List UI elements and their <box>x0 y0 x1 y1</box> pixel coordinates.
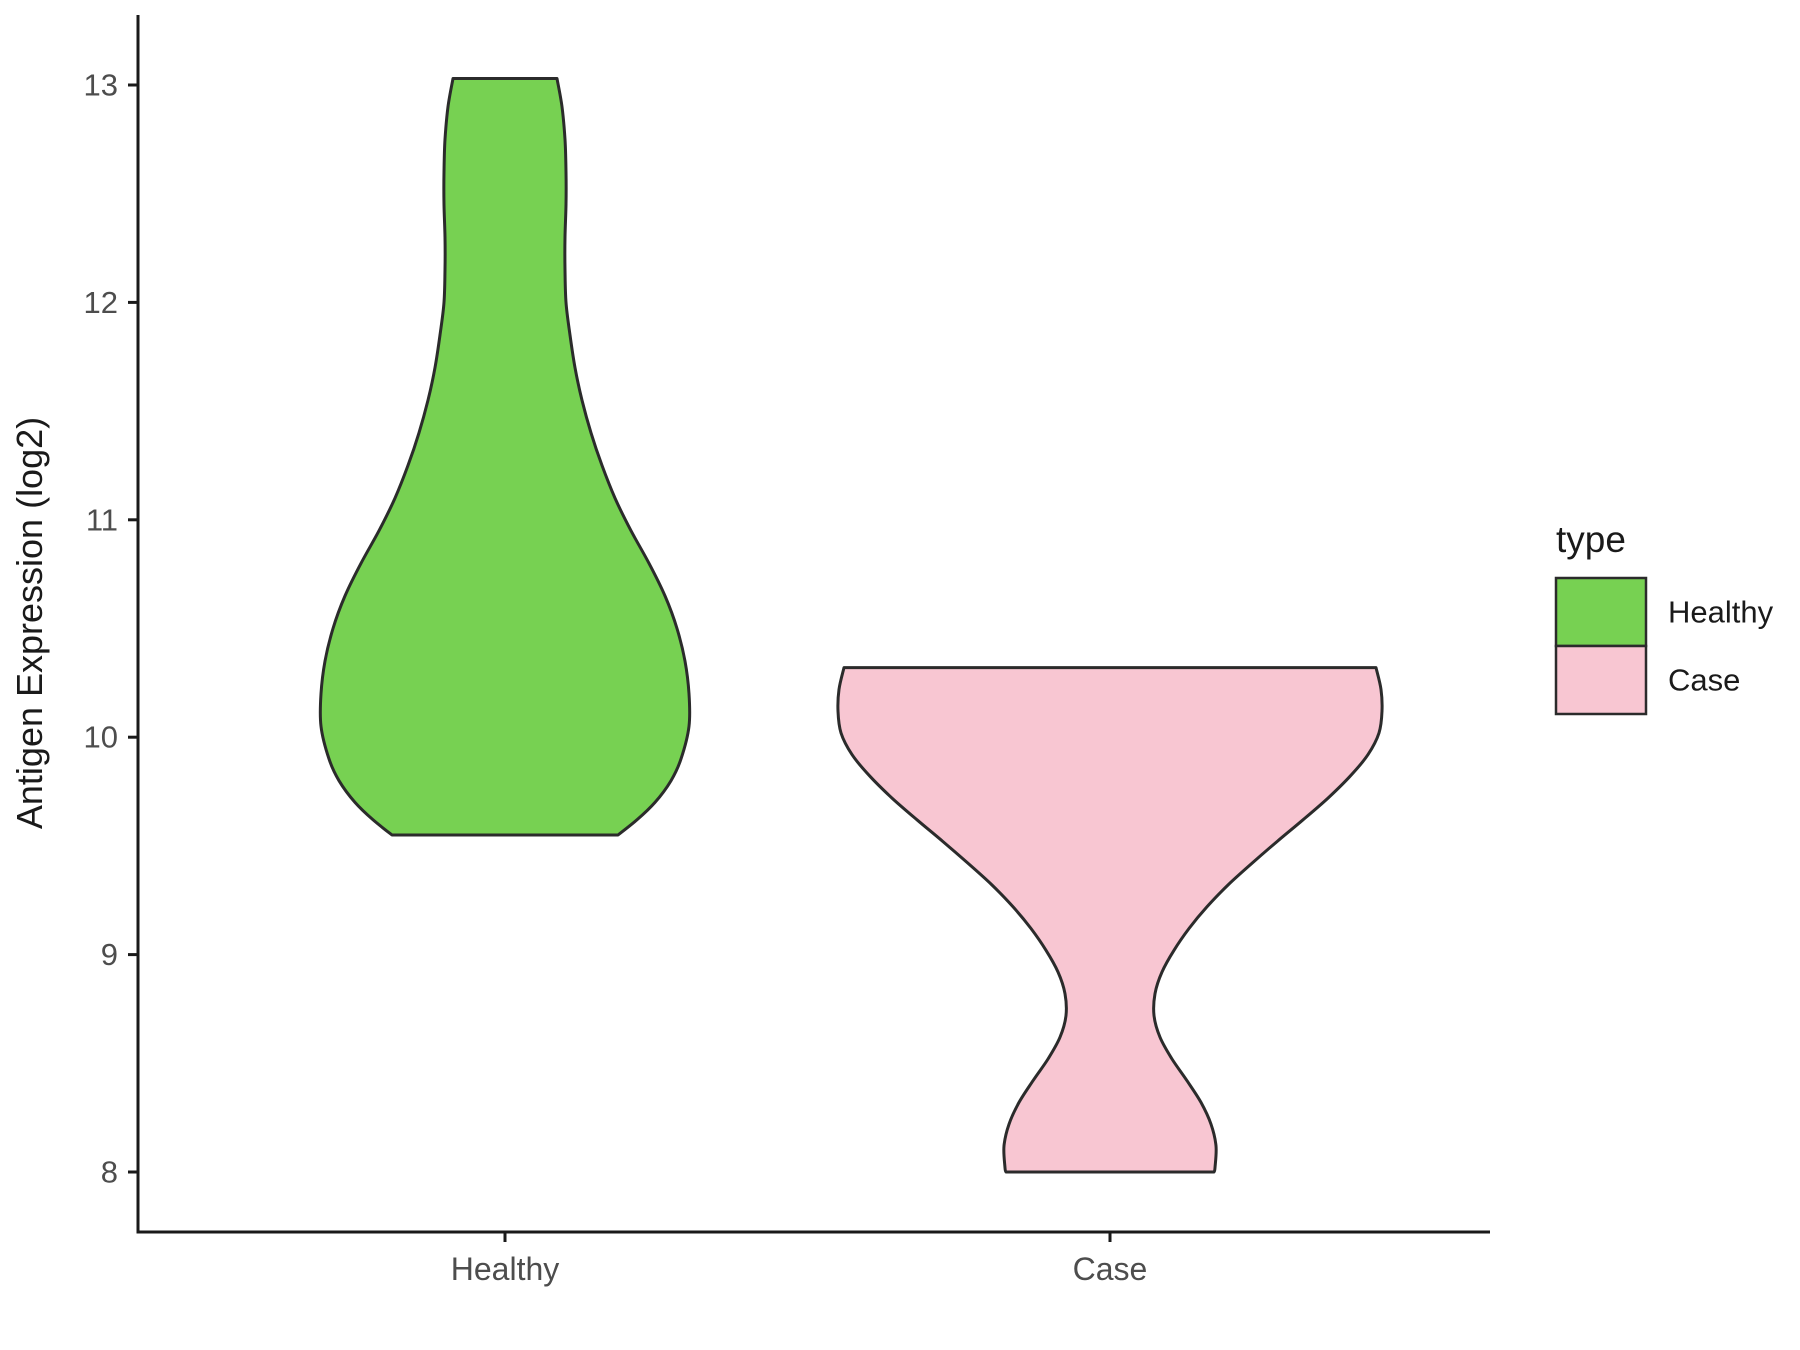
x-tick-label-case: Case <box>1073 1251 1148 1287</box>
legend-label-case: Case <box>1668 663 1740 698</box>
y-tick-label: 8 <box>101 1155 118 1190</box>
legend-key-case <box>1554 644 1648 716</box>
y-tick-label: 11 <box>86 502 118 537</box>
y-tick-label: 10 <box>84 720 118 755</box>
violin-healthy <box>318 77 692 837</box>
x-tick-label-healthy: Healthy <box>451 1251 560 1287</box>
legend-label-healthy: Healthy <box>1668 595 1774 630</box>
legend-title: type <box>1556 519 1626 560</box>
violin-case <box>836 666 1384 1174</box>
y-tick-label: 9 <box>101 937 118 972</box>
legend-key-healthy <box>1554 576 1648 648</box>
y-axis-title: Antigen Expression (log2) <box>9 417 50 829</box>
y-tick-label: 13 <box>84 68 118 103</box>
y-tick-label: 12 <box>84 285 118 320</box>
